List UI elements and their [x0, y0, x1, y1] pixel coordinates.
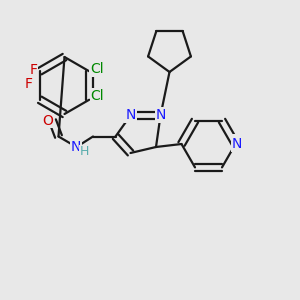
Text: F: F	[29, 63, 37, 77]
Text: Cl: Cl	[90, 89, 104, 103]
Text: O: O	[42, 114, 53, 128]
Text: N: N	[232, 135, 243, 149]
Text: N: N	[156, 108, 166, 122]
Text: Cl: Cl	[90, 62, 104, 76]
Text: N: N	[71, 140, 81, 154]
Text: N: N	[232, 137, 242, 151]
Text: H: H	[80, 145, 90, 158]
Text: F: F	[25, 77, 33, 91]
Text: N: N	[125, 108, 136, 122]
